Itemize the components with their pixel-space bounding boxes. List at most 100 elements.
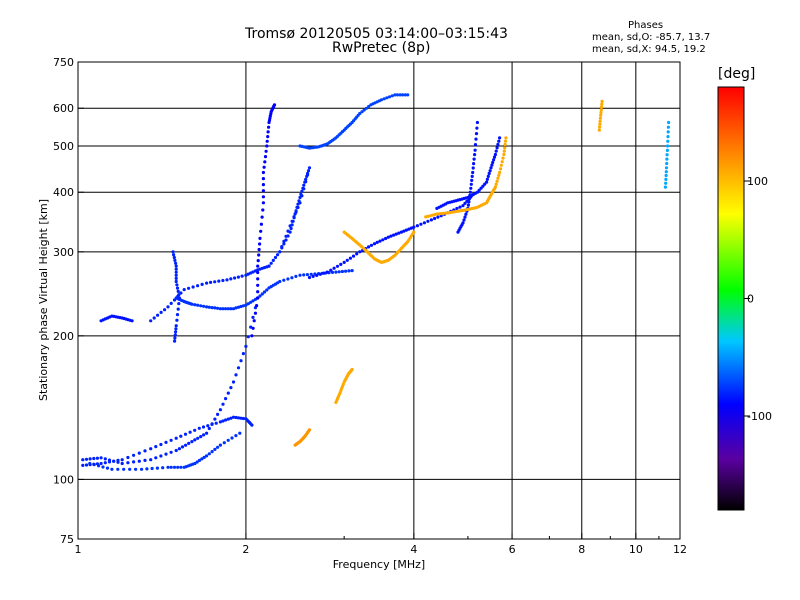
data-point xyxy=(176,289,180,293)
data-point xyxy=(491,160,495,165)
data-point xyxy=(231,307,236,311)
data-point xyxy=(256,283,260,287)
data-point xyxy=(378,239,382,243)
data-point xyxy=(234,373,238,377)
data-point xyxy=(230,436,234,440)
data-point xyxy=(329,268,333,272)
data-point xyxy=(598,119,602,123)
data-point xyxy=(174,261,178,265)
data-point xyxy=(298,273,302,277)
data-point xyxy=(426,219,430,223)
data-point xyxy=(240,274,244,278)
data-point xyxy=(175,286,180,290)
data-point xyxy=(473,148,477,152)
data-point xyxy=(150,466,154,471)
data-point xyxy=(238,431,242,435)
colorbar-ticks: -100 0 100 xyxy=(744,175,772,423)
data-point xyxy=(175,313,180,317)
data-point xyxy=(388,95,392,99)
data-point xyxy=(176,465,180,469)
data-point xyxy=(282,239,286,243)
data-point xyxy=(306,173,310,177)
data-point xyxy=(664,173,668,178)
data-point xyxy=(214,421,218,425)
data-point xyxy=(207,426,211,431)
data-point xyxy=(394,232,398,236)
data-point xyxy=(665,161,669,166)
data-point xyxy=(174,330,178,334)
data-point xyxy=(244,303,248,307)
data-point xyxy=(95,456,99,460)
data-point xyxy=(149,447,153,451)
data-point xyxy=(182,288,186,292)
data-point xyxy=(358,111,362,116)
data-point xyxy=(218,408,222,412)
data-point xyxy=(250,423,254,427)
data-point xyxy=(255,304,259,308)
data-point xyxy=(473,143,478,147)
data-point xyxy=(260,215,264,219)
x-tick-label: 12 xyxy=(673,543,687,556)
data-point xyxy=(256,296,260,300)
data-point xyxy=(304,180,308,184)
data-point xyxy=(489,166,493,170)
data-point xyxy=(171,250,175,254)
data-point xyxy=(467,200,471,204)
x-tick-label: 2 xyxy=(242,543,249,556)
y-tick-label: 600 xyxy=(53,102,74,115)
colorbar xyxy=(717,86,745,511)
data-point xyxy=(495,179,499,183)
data-point xyxy=(226,438,230,442)
data-point xyxy=(292,215,296,219)
data-point xyxy=(105,466,110,470)
data-point xyxy=(154,445,158,449)
data-point xyxy=(179,465,183,469)
data-point xyxy=(385,96,389,100)
data-point xyxy=(503,146,507,150)
data-point xyxy=(330,270,335,274)
data-point xyxy=(488,169,492,173)
data-point xyxy=(502,152,506,157)
data-point xyxy=(112,459,116,463)
data-point xyxy=(296,205,300,210)
data-point xyxy=(497,173,501,177)
data-point xyxy=(470,178,474,182)
data-point xyxy=(497,139,501,143)
data-point xyxy=(156,313,160,317)
data-point xyxy=(264,149,268,153)
data-point xyxy=(169,450,173,454)
data-point xyxy=(472,157,476,161)
chart-subtitle: RwPretec (8p) xyxy=(332,40,431,56)
data-point xyxy=(429,218,433,222)
data-point xyxy=(154,456,158,460)
data-point xyxy=(172,253,176,257)
y-tick-label: 100 xyxy=(53,473,74,486)
data-point xyxy=(325,270,329,274)
data-point xyxy=(159,310,163,314)
data-point xyxy=(322,271,326,275)
data-point xyxy=(406,93,410,97)
data-point xyxy=(398,93,402,97)
y-tick-label: 500 xyxy=(53,140,74,153)
data-point xyxy=(265,139,269,143)
data-point xyxy=(251,326,255,330)
data-point xyxy=(665,153,669,157)
data-point xyxy=(369,243,374,247)
data-point xyxy=(504,136,508,140)
data-point xyxy=(599,110,603,115)
data-point xyxy=(195,460,199,464)
data-point xyxy=(205,305,209,309)
data-point xyxy=(350,269,354,273)
data-point xyxy=(174,279,178,284)
x-axis-label: Frequency [MHz] xyxy=(333,558,425,571)
data-point xyxy=(455,206,459,211)
data-point xyxy=(266,130,270,134)
data-point xyxy=(401,93,405,97)
data-point xyxy=(246,335,250,339)
data-point xyxy=(501,156,505,160)
data-point xyxy=(88,463,92,467)
data-point xyxy=(477,188,481,192)
data-point xyxy=(221,419,225,423)
data-point xyxy=(350,367,354,372)
data-point xyxy=(239,359,243,363)
